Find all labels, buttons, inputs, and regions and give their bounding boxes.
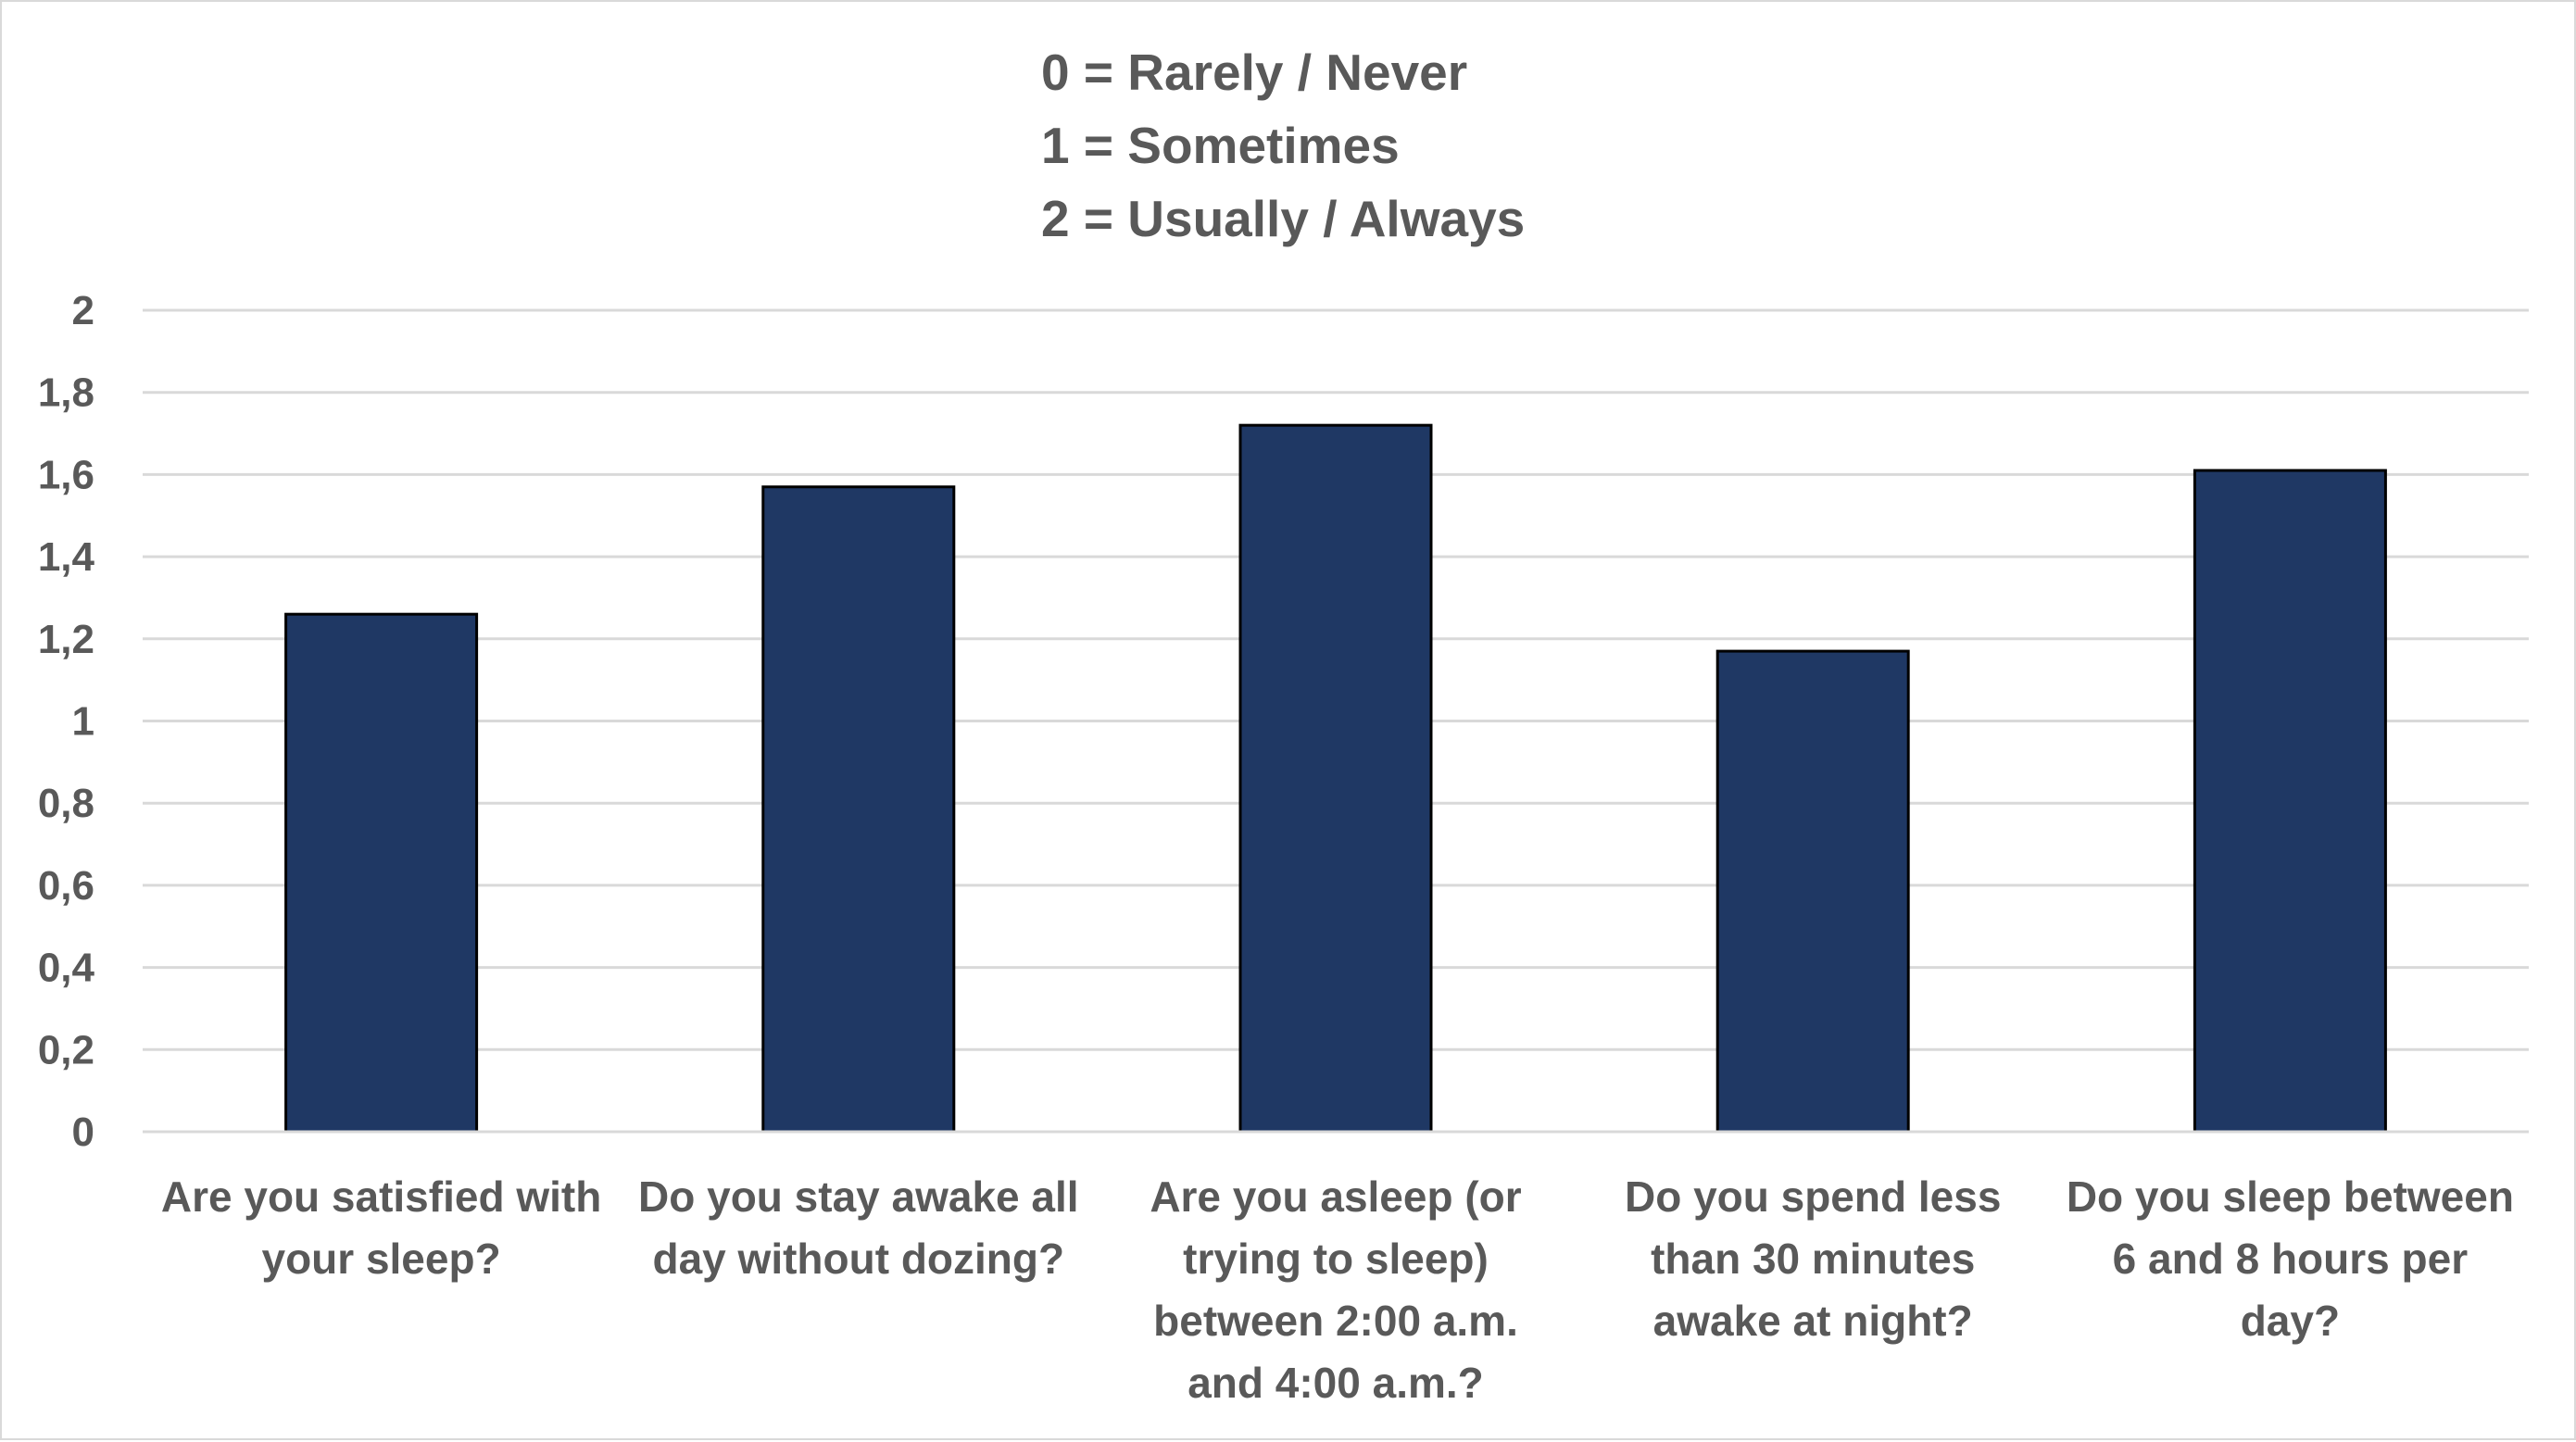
legend-note: 0 = Rarely / Never 1 = Sometimes 2 = Usual…	[1041, 44, 1525, 247]
bar	[1715, 649, 1910, 1134]
y-tick-label: 0,8	[38, 781, 94, 826]
y-tick-label: 0,6	[38, 863, 94, 909]
y-tick-label: 0	[72, 1110, 94, 1155]
x-category-label-line: Do you stay awake all	[638, 1172, 1079, 1221]
x-category-label-line: 6 and 8 hours per	[2113, 1235, 2469, 1283]
bar	[1238, 423, 1433, 1134]
x-category-label-line: Are you asleep (or	[1150, 1172, 1521, 1221]
y-tick-label: 0,4	[38, 946, 95, 991]
y-tick-label: 1,2	[38, 617, 94, 662]
x-category-label-line: and 4:00 a.m.?	[1187, 1359, 1484, 1407]
x-category-label: Are you satisfied with your sleep?	[161, 1172, 601, 1283]
y-tick-label: 1,4	[38, 534, 95, 580]
legend-note-line: 0 = Rarely / Never	[1041, 44, 1467, 101]
x-category-label-line: day without dozing?	[653, 1235, 1065, 1283]
y-tick-label: 1,8	[38, 370, 94, 416]
y-axis-ticks: 0 0,2 0,4 0,6 0,8 1 1,2 1,4 1,6 1,8 2	[38, 288, 95, 1155]
bars	[284, 423, 2387, 1134]
x-axis-labels: Are you satisfied with your sleep? Do you …	[161, 1172, 2514, 1407]
y-tick-label: 1	[72, 699, 94, 745]
legend-note-line: 2 = Usually / Always	[1041, 190, 1525, 247]
x-category-label: Do you spend less than 30 minutes awake at…	[1625, 1172, 2001, 1345]
x-category-label-line: Do you sleep between	[2067, 1172, 2514, 1221]
bar	[761, 485, 956, 1134]
y-tick-label: 2	[72, 288, 94, 333]
legend-note-line: 1 = Sometimes	[1041, 117, 1400, 174]
x-category-label-line: Do you spend less	[1625, 1172, 2001, 1221]
x-category-label: Do you sleep between 6 and 8 hours per day…	[2067, 1172, 2514, 1345]
y-tick-label: 0,2	[38, 1027, 94, 1072]
x-category-label-line: between 2:00 a.m.	[1153, 1297, 1518, 1345]
y-tick-label: 1,6	[38, 452, 94, 497]
x-category-label-line: trying to sleep)	[1183, 1235, 1489, 1283]
x-category-label-line: day?	[2241, 1297, 2340, 1345]
x-category-label-line: your sleep?	[261, 1235, 500, 1283]
x-category-label: Do you stay awake all day without dozing?	[638, 1172, 1079, 1283]
x-category-label: Are you asleep (or trying to sleep) betwee…	[1150, 1172, 1521, 1407]
bar	[2193, 469, 2387, 1134]
bar	[284, 612, 479, 1134]
x-category-label-line: awake at night?	[1653, 1297, 1973, 1345]
x-category-label-line: Are you satisfied with	[161, 1172, 601, 1221]
x-category-label-line: than 30 minutes	[1651, 1235, 1975, 1283]
